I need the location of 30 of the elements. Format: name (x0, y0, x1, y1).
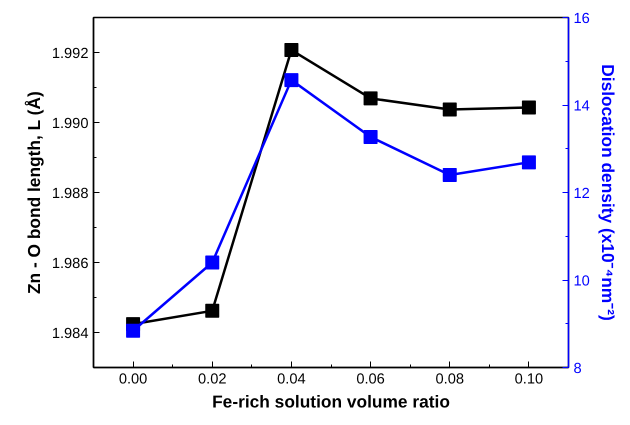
x-axis-title: Fe-rich solution volume ratio (212, 392, 450, 412)
x-tick-label: 0.02 (198, 372, 227, 388)
x-tick-label: 0.08 (435, 372, 464, 388)
point (522, 100, 536, 114)
x-tick-label: 0.04 (277, 372, 306, 388)
y2-axis-title: Dislocation density (x10⁻⁴nm⁻²) (598, 64, 618, 321)
text: 1.990 (52, 116, 89, 132)
y-tick-label: 1.988 (52, 186, 89, 202)
point (442, 168, 457, 182)
point (522, 155, 536, 170)
y-tick-label: 1.992 (52, 46, 89, 62)
y2-tick-label: 12 (574, 186, 590, 202)
point (205, 304, 220, 318)
point (364, 130, 378, 144)
y2-tick-label: 14 (574, 98, 590, 114)
point (284, 43, 298, 58)
x-tick-label: 0.06 (356, 372, 385, 388)
point (364, 91, 378, 106)
y2-tick-label: 10 (574, 274, 590, 290)
point (284, 73, 298, 88)
y2-tick-label: 8 (574, 361, 582, 377)
x-tick-label: 0.10 (514, 372, 544, 388)
y2-tick-label: 16 (574, 11, 590, 27)
y-tick-label: 1.984 (52, 326, 89, 342)
point (126, 324, 140, 338)
point (442, 102, 457, 117)
x-tick-label: 0.00 (118, 372, 148, 388)
point (205, 256, 220, 270)
y-axis-title: Zn - O bond length, L (Å) (24, 91, 44, 294)
y-tick-label: 1.986 (52, 256, 89, 272)
